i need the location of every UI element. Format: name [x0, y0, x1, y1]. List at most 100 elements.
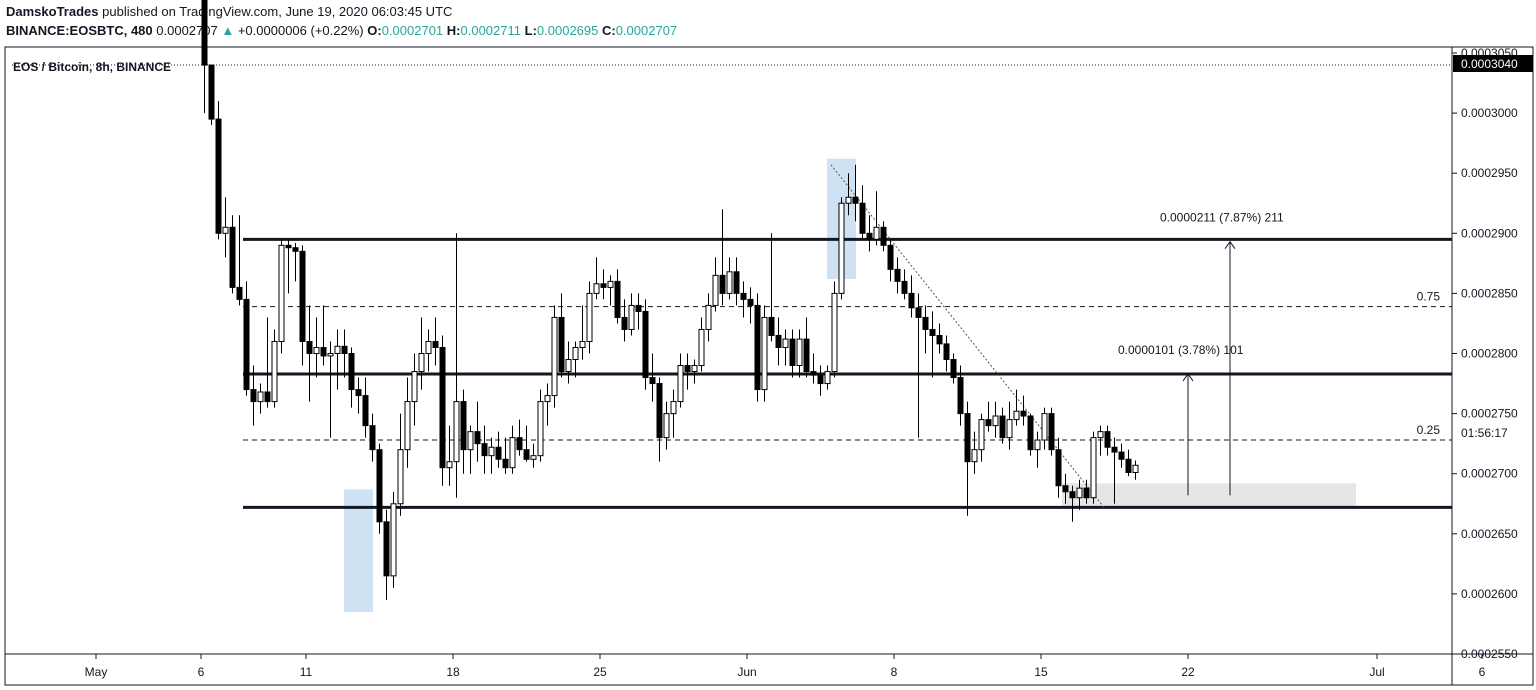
bear-candle: [558, 316, 565, 373]
price-axis[interactable]: 0.0002550 0.0002600 0.0002650 0.0002700 0.00…: [1452, 46, 1518, 661]
bear-candle: [1083, 487, 1090, 499]
bull-candle: [831, 292, 838, 373]
fib-level-label: 0.25: [1417, 423, 1441, 437]
bear-candle: [999, 415, 1006, 439]
bear-candle: [320, 346, 327, 357]
bull-candle: [544, 395, 551, 403]
bull-candle: [971, 449, 978, 463]
time-tick-label: Jun: [737, 665, 756, 679]
bear-candle: [936, 334, 943, 345]
bear-candle: [495, 446, 502, 460]
bear-candle: [1062, 485, 1069, 493]
highlight-box[interactable]: [344, 489, 373, 612]
bear-candle: [383, 521, 390, 577]
bull-candle: [1097, 431, 1104, 439]
bull-candle: [1076, 487, 1083, 499]
bear-candle: [642, 310, 649, 379]
bear-candle: [243, 298, 250, 391]
price-tick-label: 0.0002800: [1461, 347, 1518, 361]
bull-candle: [551, 316, 558, 397]
bear-candle: [201, 0, 208, 66]
bull-candle: [509, 437, 516, 469]
bear-candle: [460, 401, 467, 451]
bull-candle: [334, 345, 341, 355]
current-price-box: [1453, 55, 1533, 72]
bear-candle: [306, 340, 313, 355]
bull-candle: [327, 353, 334, 357]
bull-candle: [222, 226, 229, 234]
countdown-label: 01:56:17: [1461, 426, 1508, 440]
time-axis[interactable]: May 6 11 18 25 Jun 8 15 22 Jul 6: [85, 654, 1486, 679]
bear-candle: [250, 389, 257, 403]
bear-candle: [264, 391, 271, 403]
bull-candle: [691, 365, 698, 373]
bear-candle: [719, 274, 726, 294]
bull-candle: [698, 328, 705, 367]
bull-candle: [992, 415, 999, 427]
bear-candle: [481, 443, 488, 457]
bull-candle: [873, 226, 880, 240]
author-name[interactable]: DamskoTrades: [6, 4, 99, 19]
bull-candle: [572, 346, 579, 361]
bull-candle: [418, 353, 425, 373]
bear-candle: [285, 244, 292, 249]
bear-candle: [922, 316, 929, 330]
measure-tools[interactable]: 0.0000101 (3.78%) 101 0.0000211 (7.87%) 2…: [1118, 211, 1284, 496]
bear-candle: [635, 304, 642, 312]
open-label: O:: [367, 23, 382, 38]
price-change: +0.0000006 (+0.22%): [237, 23, 364, 38]
bull-candle: [1006, 419, 1013, 439]
bear-candle: [957, 377, 964, 415]
bull-candle: [607, 280, 614, 288]
bear-candle: [1027, 415, 1034, 451]
time-tick-label: 8: [891, 665, 898, 679]
time-tick-label: 25: [593, 665, 607, 679]
bear-candle: [502, 458, 509, 469]
bear-candle: [656, 383, 663, 439]
bear-candle: [621, 316, 628, 330]
bull-candle: [1013, 410, 1020, 421]
bear-candle: [474, 431, 481, 445]
bear-candle: [355, 389, 362, 397]
bull-candle: [467, 431, 474, 451]
bear-candle: [1055, 449, 1062, 487]
price-tick-label: 0.0002950: [1461, 166, 1518, 180]
time-tick-label: 22: [1181, 665, 1195, 679]
bear-candle: [859, 202, 866, 234]
bear-candle: [768, 316, 775, 336]
bull-candle: [677, 365, 684, 403]
bear-candle: [733, 271, 740, 294]
target-zone-box[interactable]: [1062, 483, 1356, 508]
bear-candle: [369, 425, 376, 451]
bear-candle: [866, 232, 873, 240]
open-value: 0.0002701: [381, 23, 444, 38]
close-label: C:: [601, 23, 616, 38]
time-tick-label: 18: [446, 665, 460, 679]
price-tick-label: 0.0002900: [1461, 226, 1518, 240]
measure-label: 0.0000101 (3.78%) 101: [1118, 343, 1244, 357]
bear-candle: [215, 118, 222, 234]
price-tick-label: 0.0002850: [1461, 286, 1518, 300]
low-value: 0.0002695: [536, 23, 599, 38]
fib-level-label: 0.75: [1417, 290, 1441, 304]
time-tick-label: 6: [1479, 665, 1486, 679]
bull-candle: [593, 283, 600, 294]
measure-arrowhead-icon: [1224, 240, 1236, 250]
bull-candle: [579, 340, 586, 348]
time-tick-label: Jul: [1369, 665, 1384, 679]
bear-candle: [439, 346, 446, 469]
bull-candle: [670, 401, 677, 415]
bear-candle: [775, 334, 782, 348]
bull-candle: [845, 196, 852, 204]
bull-candle: [411, 371, 418, 403]
bear-candle: [943, 343, 950, 361]
bull-candle: [1034, 439, 1041, 451]
bull-candle: [397, 449, 404, 505]
bull-candle: [278, 244, 285, 342]
bull-candle: [838, 202, 845, 294]
bear-candle: [236, 286, 243, 300]
bull-candle: [488, 446, 495, 457]
bull-candle: [712, 274, 719, 306]
bear-candle: [341, 345, 348, 355]
